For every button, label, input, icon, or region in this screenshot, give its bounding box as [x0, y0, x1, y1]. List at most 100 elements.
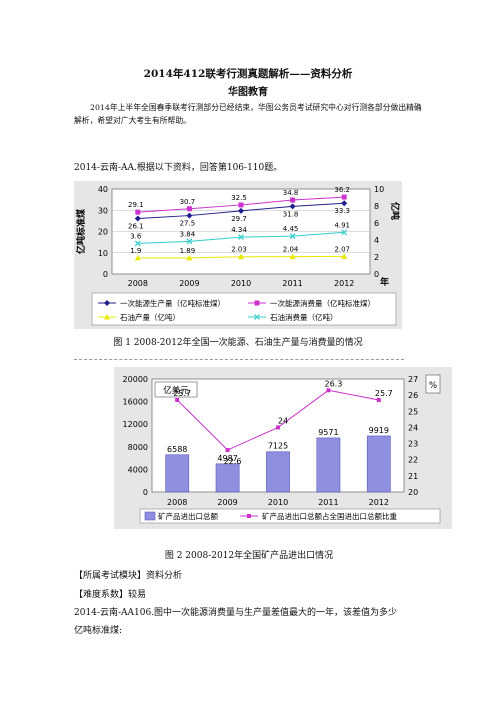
data-point	[186, 254, 193, 261]
y-tick-label: 16000	[123, 398, 148, 407]
chart-minerals-svg: 0 4000 8000 12000 16000 20000 20 21 22 23 24 25 26 27…	[123, 374, 441, 524]
data-point	[341, 229, 348, 236]
y2-tick-label: 21	[408, 472, 418, 481]
data-point	[238, 207, 244, 214]
data-label: 32.5	[231, 194, 247, 202]
x-tick-label: 2012	[334, 279, 354, 288]
legend-marker	[104, 300, 110, 306]
data-point	[376, 397, 381, 402]
line-label: 25.7	[375, 389, 393, 398]
y2-unit-box	[425, 374, 441, 394]
y2-tick-label: 24	[408, 423, 418, 432]
bar-label: 6588	[167, 445, 187, 454]
chart-energy: 0 10 20 30 40 0 2 4 6 8 10 2008 2009 2010 2011 2012 亿吨标准…	[74, 181, 402, 329]
data-point	[238, 202, 244, 208]
question-106-line2: 亿吨标准煤:	[74, 626, 123, 636]
bar	[366, 435, 391, 493]
x-tick-label: 2011	[318, 498, 338, 507]
y2-tick-label: 20	[408, 488, 418, 497]
data-label: 31.8	[283, 210, 299, 218]
y-tick-label: 4000	[128, 465, 148, 474]
y2-tick-label: 27	[408, 375, 418, 384]
y-tick-label: 40	[98, 185, 108, 194]
y-tick-label: 10	[98, 249, 108, 258]
data-label: 26.1	[128, 223, 144, 231]
bar	[165, 454, 190, 493]
bar-label: 9919	[369, 426, 389, 435]
data-point	[289, 203, 296, 210]
data-label: 36.2	[334, 186, 350, 194]
data-point	[134, 254, 141, 261]
y2-tick-label: 10	[374, 185, 384, 194]
data-label: 2.04	[283, 246, 299, 254]
legend-swatch	[144, 511, 156, 521]
data-label: 34.8	[283, 189, 299, 197]
data-label: 27.5	[180, 220, 196, 228]
x-tick-label: 2009	[179, 279, 199, 288]
data-label: 4.34	[231, 226, 247, 234]
data-label: 3.6	[130, 232, 142, 240]
data-point	[186, 238, 193, 245]
data-label: 4.91	[334, 221, 350, 229]
y-tick-label: 20000	[123, 375, 148, 384]
y2-tick-label: 22	[408, 456, 418, 465]
y2-tick-label: 23	[408, 440, 418, 449]
data-point	[326, 388, 331, 393]
chart-energy-svg: 0 10 20 30 40 0 2 4 6 8 10 2008 2009 2010 2011 2012 亿吨标准…	[75, 185, 401, 326]
x-tick-label: 2012	[369, 498, 389, 507]
data-label: 29.1	[128, 201, 144, 209]
legend-marker	[104, 314, 110, 320]
bar	[215, 463, 240, 493]
difficulty-label: 【难度系数】较易	[74, 590, 147, 600]
y2-axis-label: 亿吨	[389, 202, 401, 220]
data-point	[238, 253, 244, 260]
data-point	[134, 215, 141, 222]
data-point	[238, 234, 244, 241]
chart1-caption: 图 1 2008-2012年全国一次能源、石油生产量与消费量的情况	[113, 338, 363, 348]
y2-tick-label: 25	[408, 407, 418, 416]
y-tick-label: 0	[143, 488, 148, 497]
bar-label: 7125	[268, 442, 288, 451]
organization-name: 华图教育	[228, 87, 268, 98]
line-label: 24	[278, 416, 288, 425]
y2-axis-label: %	[429, 381, 437, 391]
divider	[74, 359, 404, 360]
data-point	[289, 233, 296, 240]
data-point	[341, 200, 348, 207]
document-title: 2014年412联考行测真题解析——资料分析	[143, 68, 353, 80]
data-point	[341, 194, 347, 200]
x-tick-label: 2011	[282, 279, 302, 288]
question-intro: 2014-云南-AA.根据以下资料，回答第106-110题。	[74, 163, 283, 173]
data-label: 33.3	[334, 207, 350, 215]
legend-marker	[247, 514, 251, 518]
y2-tick-label: 26	[408, 391, 418, 400]
data-point	[186, 212, 193, 219]
y-tick-label: 0	[103, 270, 108, 279]
data-label: 2.03	[231, 246, 247, 254]
x-tick-label: 2010	[231, 279, 251, 288]
legend-label: 一次能源消费量（亿吨标准煤）	[270, 298, 375, 308]
question-106-line1: 2014-云南-AA106.图中一次能源消费量与生产量差值最大的一年，该差值为多…	[74, 608, 398, 618]
x-tick-label: 2010	[268, 498, 288, 507]
data-point	[134, 240, 141, 247]
data-label: 2.07	[334, 245, 350, 253]
data-label: 4.45	[283, 225, 299, 233]
bar	[266, 451, 290, 493]
data-point	[290, 197, 296, 203]
line-label: 26.3	[324, 379, 342, 388]
intro-paragraph: 2014年上半年全国春季联考行测部分已经结束，华图公务员考试研究中心对行测各部分…	[74, 103, 422, 125]
chart-minerals: 0 4000 8000 12000 16000 20000 20 21 22 23 24 25 26 27…	[114, 367, 452, 529]
bar	[316, 437, 341, 493]
data-label: 1.89	[180, 247, 196, 255]
x-unit-label: 年	[380, 276, 389, 288]
legend-label: 石油消费量（亿吨）	[270, 312, 338, 322]
data-label: 1.9	[130, 247, 141, 255]
legend-label: 矿产品进出口总额占全国进出口总额比重	[262, 511, 397, 521]
y2-tick-label: 0	[374, 270, 379, 279]
data-label: 3.84	[180, 230, 196, 238]
y-axis-label: 亿美元	[163, 385, 189, 396]
legend-marker	[254, 314, 260, 320]
legend-marker	[254, 300, 260, 306]
bar-label: 4987	[217, 454, 237, 463]
line-label: 22.6	[224, 457, 242, 466]
